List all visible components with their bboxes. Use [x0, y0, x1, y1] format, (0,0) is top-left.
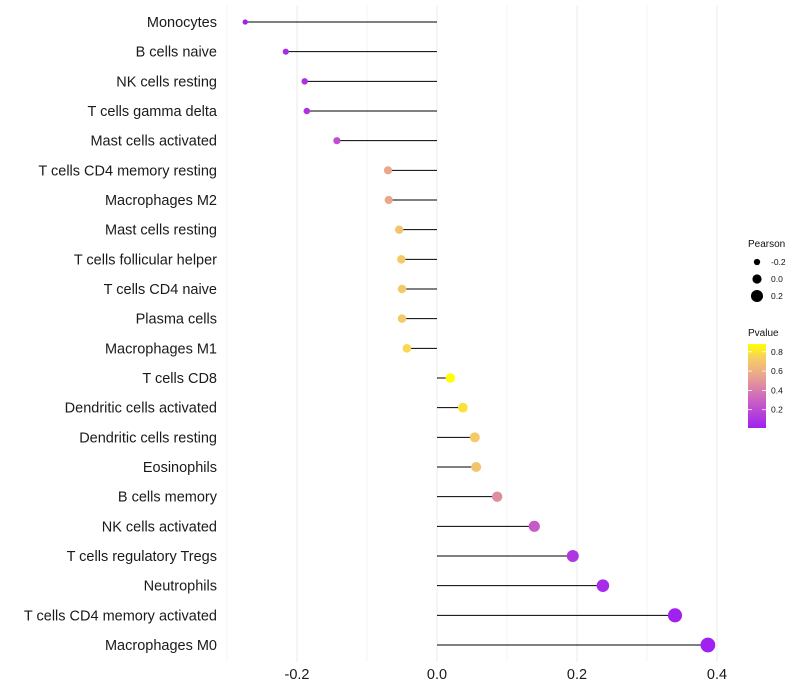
lollipop-point — [303, 107, 311, 115]
lollipop-point — [397, 255, 406, 264]
category-label: T cells gamma delta — [88, 104, 218, 120]
size-legend-items: -0.2 0.0 0.2 — [750, 257, 786, 303]
color-legend-title: Pvalue — [748, 328, 779, 339]
chart-row: T cells CD4 memory resting — [38, 163, 437, 179]
x-tick-label: 0.0 — [427, 667, 447, 683]
size-legend-label: 0.2 — [771, 291, 783, 301]
grid-lines — [226, 5, 718, 662]
chart-row: Macrophages M1 — [105, 341, 437, 357]
category-label: Plasma cells — [136, 312, 217, 328]
lollipop-point — [528, 520, 540, 532]
category-label: Monocytes — [147, 15, 217, 31]
category-label: Macrophages M2 — [105, 193, 217, 209]
chart-row: Plasma cells — [136, 312, 437, 328]
size-legend-point — [750, 289, 764, 303]
lollipop-point — [397, 314, 407, 323]
lollipop-point — [596, 579, 610, 592]
color-legend-ticks: 0.8 0.6 0.4 0.2 — [748, 347, 783, 415]
size-legend-point — [753, 258, 761, 266]
lollipop-point — [383, 166, 393, 175]
lollipop-point — [384, 195, 393, 205]
category-label: T cells CD4 memory activated — [24, 608, 217, 624]
chart-row: B cells naive — [136, 45, 437, 61]
x-axis-ticks: -0.2 0.0 0.2 0.4 — [285, 667, 728, 683]
category-label: NK cells activated — [102, 519, 217, 535]
category-label: Dendritic cells activated — [65, 401, 217, 417]
category-label: Neutrophils — [144, 579, 217, 595]
chart-row: T cells gamma delta — [88, 104, 437, 120]
lollipop-point — [397, 284, 407, 294]
category-label: T cells follicular helper — [74, 252, 217, 268]
color-legend-label: 0.4 — [771, 385, 783, 395]
lollipop-point — [491, 491, 503, 502]
x-tick-label: 0.2 — [567, 667, 587, 683]
chart-row: T cells CD4 naive — [104, 282, 437, 298]
chart-row: Eosinophils — [143, 460, 482, 476]
lollipop-point — [700, 637, 716, 653]
color-legend-label: 0.2 — [771, 405, 783, 415]
category-label: T cells CD8 — [142, 371, 217, 387]
category-label: T cells CD4 memory resting — [38, 163, 217, 179]
lollipop-point — [242, 19, 248, 25]
category-label: B cells naive — [136, 45, 217, 61]
size-legend-label: 0.0 — [771, 274, 783, 284]
chart-row: Dendritic cells resting — [79, 430, 480, 446]
chart-row: Mast cells activated — [90, 134, 437, 150]
category-label: Macrophages M1 — [105, 341, 217, 357]
chart-row: NK cells resting — [116, 74, 437, 90]
category-label: Mast cells activated — [90, 134, 217, 150]
chart-row: T cells follicular helper — [74, 252, 437, 268]
lollipop-point — [394, 225, 404, 234]
chart-row: B cells memory — [118, 490, 503, 506]
color-legend-label: 0.6 — [771, 366, 783, 376]
chart-row: Mast cells resting — [105, 223, 437, 239]
lollipop-point — [566, 550, 579, 562]
chart-row: T cells CD8 — [142, 371, 456, 387]
lollipop-point — [469, 432, 480, 443]
category-label: B cells memory — [118, 490, 218, 506]
category-label: T cells regulatory Tregs — [67, 549, 217, 565]
color-legend-label: 0.8 — [771, 347, 783, 357]
lollipop-point — [282, 48, 289, 55]
chart-row: Macrophages M0 — [105, 637, 716, 654]
x-tick-label: -0.2 — [285, 667, 310, 683]
category-label: T cells CD4 naive — [104, 282, 217, 298]
lollipop-point — [333, 137, 341, 145]
color-bar — [748, 344, 766, 428]
lollipop-point — [667, 608, 683, 623]
chart-row: NK cells activated — [102, 519, 540, 535]
chart-row: Macrophages M2 — [105, 193, 437, 209]
size-legend-point — [752, 274, 762, 284]
legend: Pearson -0.2 0.0 0.2 Pvalue 0.8 0.6 0.4 0.2 — [748, 239, 786, 428]
category-label: Macrophages M0 — [105, 638, 217, 654]
chart-row: T cells regulatory Tregs — [67, 549, 579, 565]
lollipop-point — [471, 461, 482, 473]
lollipop-point — [458, 402, 468, 413]
size-legend-label: -0.2 — [771, 257, 786, 267]
chart-rows: Monocytes B cells naive NK cells resting T … — [24, 15, 716, 654]
category-label: Mast cells resting — [105, 223, 217, 239]
x-tick-label: 0.4 — [707, 667, 727, 683]
category-label: Eosinophils — [143, 460, 217, 476]
chart-row: Monocytes — [147, 15, 437, 31]
chart-row: Neutrophils — [144, 579, 610, 595]
lollipop-point — [301, 78, 308, 85]
category-label: NK cells resting — [116, 74, 217, 90]
category-label: Dendritic cells resting — [79, 430, 217, 446]
lollipop-point — [402, 344, 412, 353]
size-legend-title: Pearson — [748, 239, 785, 250]
lollipop-point — [445, 373, 456, 383]
chart-row: T cells CD4 memory activated — [24, 608, 683, 624]
chart-row: Dendritic cells activated — [65, 401, 468, 417]
